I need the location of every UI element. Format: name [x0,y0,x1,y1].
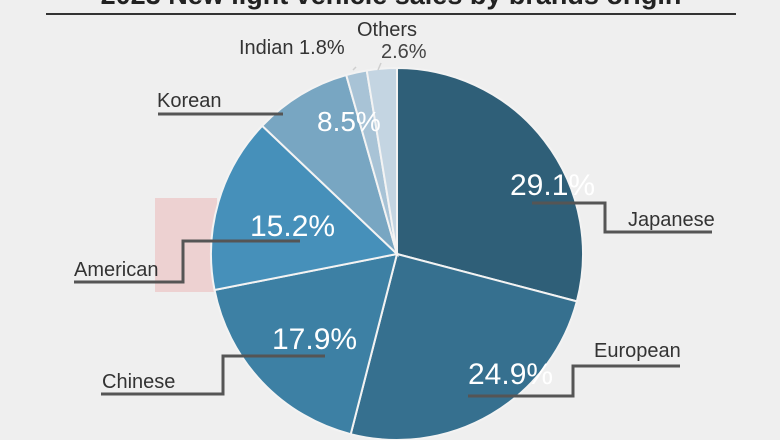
pie-slice-chinese [213,252,399,436]
slice-label-others: Others [357,19,417,41]
leader-line-indian [352,66,357,71]
slice-value-chinese: 17.9% [272,323,357,356]
slice-value-japanese: 29.1% [510,169,595,202]
pie-slice-american [210,124,400,292]
slice-value-others: 2.6% [381,41,427,63]
leader-line-japanese [532,201,712,234]
chart-title: 2023 New light vehicle sales by brands o… [46,0,736,12]
slice-label-korean: Korean [157,90,222,112]
pie-slice-japanese [396,66,584,303]
slice-value-american: 15.2% [250,210,335,243]
slice-value-european: 24.9% [468,358,553,391]
slice-label-japanese: Japanese [628,209,715,231]
pie-slice-korean [260,73,399,258]
leader-line-chinese [101,354,325,396]
leader-line-american [74,239,300,284]
leader-line-others [377,62,382,71]
pie-slice-others [365,66,398,255]
title-divider [46,13,736,15]
slice-label-indian: Indian 1.8% [239,37,345,59]
leader-line-european [468,364,680,398]
slice-label-american: American [74,259,158,281]
slice-label-european: European [594,340,681,362]
slice-value-korean: 8.5% [317,106,381,137]
slice-label-chinese: Chinese [102,371,175,393]
